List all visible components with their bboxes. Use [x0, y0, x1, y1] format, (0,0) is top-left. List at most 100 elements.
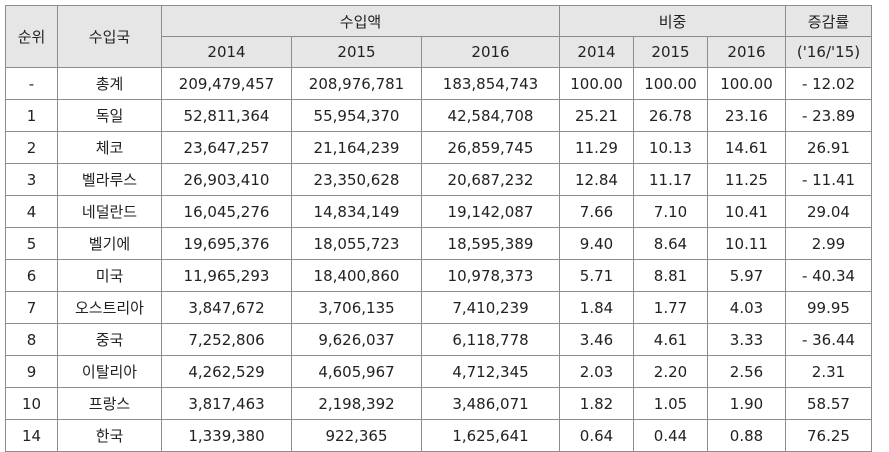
table-row: 2 체코 23,647,257 21,164,239 26,859,745 11.29 10…: [5, 131, 872, 164]
header-share-year: 2015: [633, 36, 708, 68]
cell-share-2016: 10.11: [707, 227, 786, 260]
cell-share-2014: 25.21: [559, 99, 634, 132]
cell-change: - 11.41: [785, 163, 872, 196]
cell-change: - 23.89: [785, 99, 872, 132]
table-row: - 총계 209,479,457 208,976,781 183,854,743 100.…: [5, 67, 872, 100]
cell-amount-2015: 14,834,149: [291, 195, 422, 228]
cell-change: 2.99: [785, 227, 872, 260]
cell-share-2014: 5.71: [559, 259, 634, 292]
cell-share-2016: 2.56: [707, 355, 786, 388]
cell-share-2015: 2.20: [633, 355, 708, 388]
cell-rank: -: [5, 67, 58, 100]
table-row: 1 독일 52,811,364 55,954,370 42,584,708 25.21 26…: [5, 99, 872, 132]
cell-rank: 3: [5, 163, 58, 196]
cell-amount-2016: 4,712,345: [421, 355, 560, 388]
import-table-container: 순위 수입국 수입액 비중 증감률 2014 2015 2016 2014 20…: [5, 5, 872, 452]
cell-share-2015: 11.17: [633, 163, 708, 196]
cell-share-2016: 3.33: [707, 323, 786, 356]
cell-amount-2014: 11,965,293: [161, 259, 292, 292]
cell-share-2016: 23.16: [707, 99, 786, 132]
cell-amount-2016: 3,486,071: [421, 387, 560, 420]
cell-amount-2014: 1,339,380: [161, 419, 292, 452]
cell-share-2014: 100.00: [559, 67, 634, 100]
cell-amount-2014: 3,847,672: [161, 291, 292, 324]
cell-country: 벨기에: [57, 227, 162, 260]
cell-country: 독일: [57, 99, 162, 132]
cell-amount-2016: 10,978,373: [421, 259, 560, 292]
cell-change: - 12.02: [785, 67, 872, 100]
cell-share-2014: 1.84: [559, 291, 634, 324]
cell-share-2016: 0.88: [707, 419, 786, 452]
header-share: 비중: [559, 5, 786, 37]
table-row: 7 오스트리아 3,847,672 3,706,135 7,410,239 1.84 1.7…: [5, 291, 872, 324]
cell-amount-2014: 16,045,276: [161, 195, 292, 228]
cell-country: 한국: [57, 419, 162, 452]
header-change-period: ('16/'15): [785, 36, 872, 68]
cell-change: 76.25: [785, 419, 872, 452]
cell-country: 네덜란드: [57, 195, 162, 228]
table-body: - 총계 209,479,457 208,976,781 183,854,743 100.…: [5, 67, 872, 452]
cell-share-2015: 1.77: [633, 291, 708, 324]
cell-amount-2015: 2,198,392: [291, 387, 422, 420]
header-amount-year: 2014: [161, 36, 292, 68]
header-amount: 수입액: [161, 5, 560, 37]
header-amount-year: 2016: [421, 36, 560, 68]
cell-rank: 9: [5, 355, 58, 388]
cell-share-2014: 0.64: [559, 419, 634, 452]
table-row: 10 프랑스 3,817,463 2,198,392 3,486,071 1.82 1.05…: [5, 387, 872, 420]
cell-share-2015: 8.81: [633, 259, 708, 292]
cell-amount-2016: 7,410,239: [421, 291, 560, 324]
cell-country: 중국: [57, 323, 162, 356]
cell-rank: 6: [5, 259, 58, 292]
cell-amount-2015: 18,400,860: [291, 259, 422, 292]
table-row: 8 중국 7,252,806 9,626,037 6,118,778 3.46 4.61 3.…: [5, 323, 872, 356]
cell-share-2015: 0.44: [633, 419, 708, 452]
cell-share-2015: 100.00: [633, 67, 708, 100]
cell-country: 오스트리아: [57, 291, 162, 324]
cell-country: 체코: [57, 131, 162, 164]
cell-rank: 1: [5, 99, 58, 132]
cell-amount-2014: 3,817,463: [161, 387, 292, 420]
cell-amount-2015: 18,055,723: [291, 227, 422, 260]
cell-share-2015: 4.61: [633, 323, 708, 356]
cell-share-2016: 10.41: [707, 195, 786, 228]
cell-amount-2016: 42,584,708: [421, 99, 560, 132]
cell-change: - 36.44: [785, 323, 872, 356]
cell-country: 프랑스: [57, 387, 162, 420]
cell-amount-2015: 21,164,239: [291, 131, 422, 164]
cell-share-2014: 7.66: [559, 195, 634, 228]
cell-share-2015: 7.10: [633, 195, 708, 228]
cell-change: 2.31: [785, 355, 872, 388]
cell-amount-2015: 23,350,628: [291, 163, 422, 196]
header-change: 증감률: [785, 5, 872, 37]
cell-amount-2016: 26,859,745: [421, 131, 560, 164]
cell-rank: 2: [5, 131, 58, 164]
cell-change: 26.91: [785, 131, 872, 164]
cell-share-2014: 12.84: [559, 163, 634, 196]
cell-change: 99.95: [785, 291, 872, 324]
cell-share-2016: 1.90: [707, 387, 786, 420]
header-country: 수입국: [57, 5, 162, 68]
cell-rank: 14: [5, 419, 58, 452]
cell-share-2014: 11.29: [559, 131, 634, 164]
cell-change: 29.04: [785, 195, 872, 228]
header-share-year: 2016: [707, 36, 786, 68]
cell-country: 벨라루스: [57, 163, 162, 196]
cell-share-2015: 8.64: [633, 227, 708, 260]
table-row: 4 네덜란드 16,045,276 14,834,149 19,142,087 7.66 7…: [5, 195, 872, 228]
cell-amount-2014: 19,695,376: [161, 227, 292, 260]
cell-amount-2014: 23,647,257: [161, 131, 292, 164]
cell-amount-2014: 209,479,457: [161, 67, 292, 100]
table-row: 3 벨라루스 26,903,410 23,350,628 20,687,232 12.84…: [5, 163, 872, 196]
cell-rank: 10: [5, 387, 58, 420]
cell-share-2015: 1.05: [633, 387, 708, 420]
table-row: 5 벨기에 19,695,376 18,055,723 18,595,389 9.40 8.…: [5, 227, 872, 260]
cell-share-2015: 26.78: [633, 99, 708, 132]
cell-amount-2014: 7,252,806: [161, 323, 292, 356]
cell-country: 총계: [57, 67, 162, 100]
table-row: 14 한국 1,339,380 922,365 1,625,641 0.64 0.44 0.8…: [5, 419, 872, 452]
cell-share-2014: 1.82: [559, 387, 634, 420]
cell-amount-2016: 18,595,389: [421, 227, 560, 260]
cell-share-2016: 11.25: [707, 163, 786, 196]
cell-amount-2016: 6,118,778: [421, 323, 560, 356]
